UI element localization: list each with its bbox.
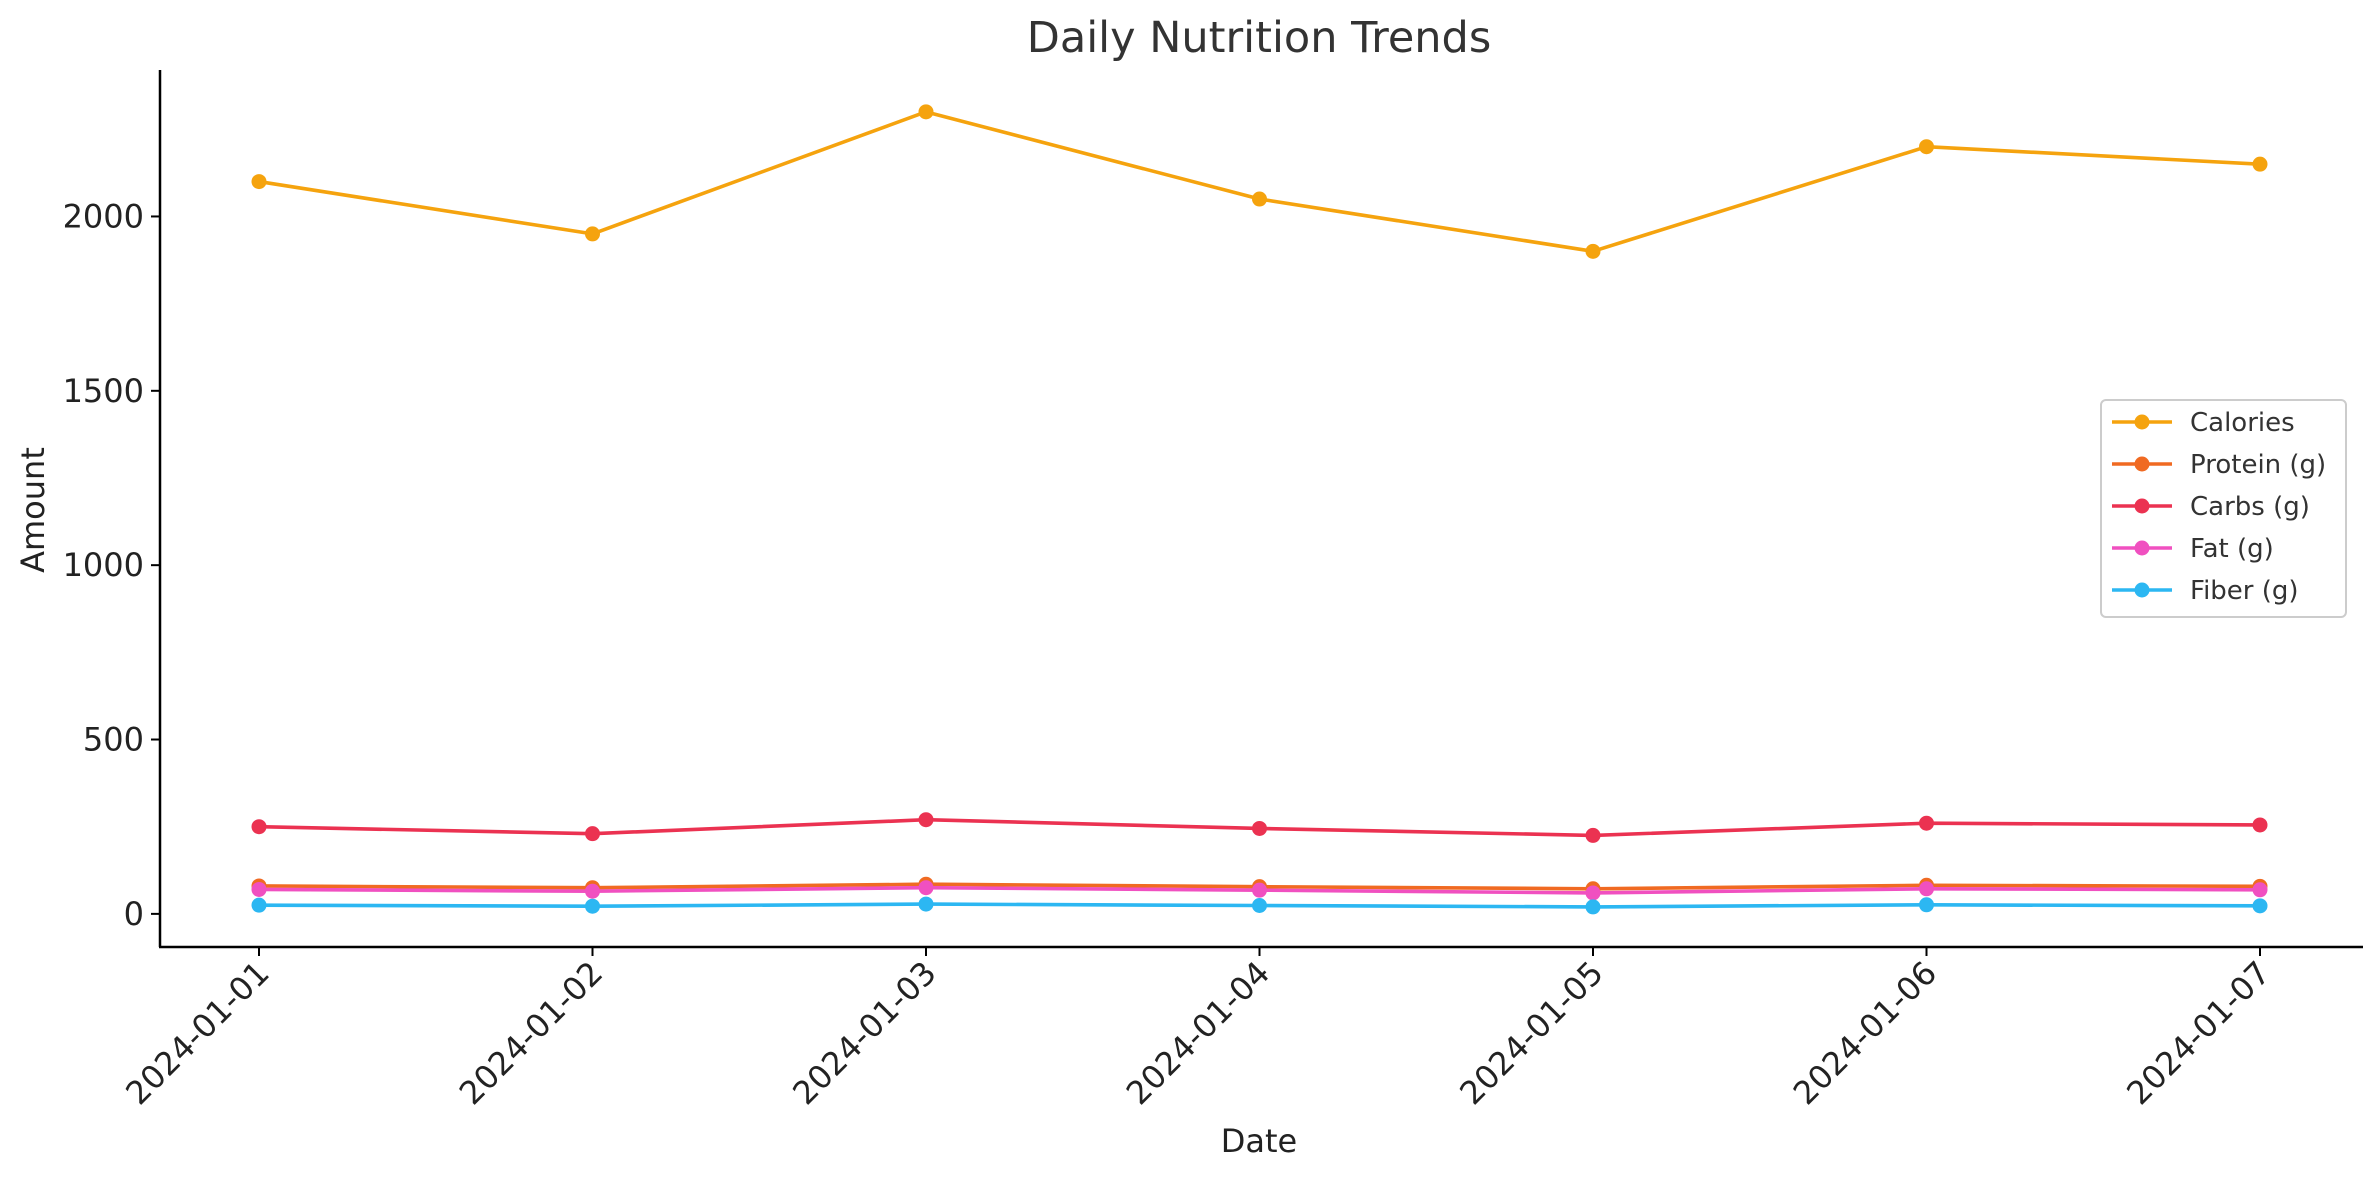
series-line-calories [257,110,2262,254]
data-point-fat-g [2252,882,2268,898]
data-point-carbs-g [2252,817,2268,833]
data-point-calories [585,226,600,242]
x-axis-ticks: 2024-01-01 2024-01-02 2024-01-03 2024-01-04… [118,947,2278,1112]
data-point-calories [1919,139,1934,155]
data-point-fiber-g [2252,898,2268,914]
data-point-calories [1252,191,1267,207]
x-axis-label: Date [1221,1122,1297,1160]
series-fat-g [251,880,2268,901]
x-tick-label: 2024-01-04 [1119,954,1277,1112]
series-carbs-g [251,812,2268,843]
series-fiber-g [251,896,2268,915]
series-calories [251,104,2268,259]
x-tick-label: 2024-01-02 [452,954,610,1112]
x-tick-label: 2024-01-07 [2119,954,2277,1112]
plot-area [251,104,2268,915]
x-tick-label: 2024-01-06 [1786,954,1944,1112]
data-point-fiber-g [251,897,267,913]
data-point-calories [2252,156,2268,172]
data-point-fiber-g [585,898,600,914]
data-point-carbs-g [1919,815,1934,831]
y-tick-label: 1500 [63,372,144,410]
legend-marker [2134,414,2150,430]
legend-label: Fat (g) [2190,534,2274,564]
x-tick-label: 2024-01-05 [1452,954,1610,1112]
legend-marker [2134,582,2150,598]
y-axis-ticks: 0 500 1000 1500 2000 [63,197,160,933]
y-tick-label: 500 [83,721,144,759]
data-point-fiber-g [1585,899,1601,915]
legend-marker [2134,498,2150,514]
legend-item: Fiber (g) [2112,576,2299,606]
legend-item: Fat (g) [2112,534,2274,564]
data-point-fiber-g [1252,898,1267,914]
legend: Calories Protein (g) Carbs (g) Fat (g) Fiber… [2100,399,2347,618]
legend-label: Calories [2190,408,2295,438]
data-point-fat-g [918,880,934,896]
legend-item: Protein (g) [2112,450,2326,480]
x-tick-label: 2024-01-01 [118,954,276,1112]
legend-item: Calories [2112,408,2295,438]
legend-label: Carbs (g) [2190,492,2310,522]
data-point-carbs-g [1585,827,1601,843]
data-point-fat-g [251,881,267,897]
data-point-fat-g [1585,885,1601,901]
data-point-fat-g [585,883,600,899]
legend-label: Fiber (g) [2190,576,2299,606]
legend-label: Protein (g) [2190,450,2326,480]
data-point-fat-g [1919,881,1934,897]
x-tick-label: 2024-01-03 [785,954,943,1112]
chart-title: Daily Nutrition Trends [1027,13,1492,63]
data-point-calories [1585,243,1601,259]
y-tick-label: 2000 [63,197,144,235]
data-point-fiber-g [1919,897,1934,913]
data-point-carbs-g [585,826,600,842]
data-point-calories [251,174,267,190]
data-point-fat-g [1252,882,1267,898]
legend-marker [2134,456,2150,472]
y-axis-label: Amount [14,447,52,573]
data-point-fiber-g [918,896,934,912]
legend-marker [2134,540,2150,556]
data-point-calories [918,104,934,120]
y-tick-label: 1000 [63,546,144,584]
data-point-carbs-g [251,819,267,835]
legend-box [2100,399,2347,618]
data-point-carbs-g [918,812,934,828]
y-tick-label: 0 [124,895,144,933]
legend-item: Carbs (g) [2112,492,2310,522]
data-point-carbs-g [1252,820,1267,836]
